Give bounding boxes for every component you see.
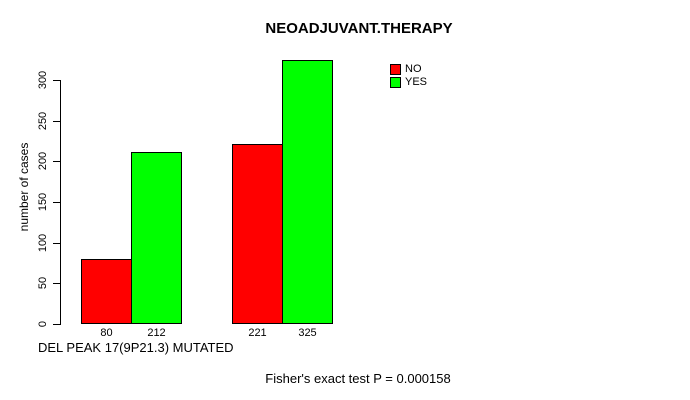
bar-value-label: 221 (248, 327, 267, 339)
y-axis-label: number of cases (17, 142, 31, 232)
bar-value-label: 325 (298, 327, 317, 339)
y-tick-label: 250 (37, 111, 49, 131)
legend-swatch-yes (390, 76, 401, 88)
legend-item-no: NO (390, 63, 427, 75)
y-tick-mark (53, 121, 60, 122)
y-tick-label: 200 (37, 151, 49, 171)
y-axis-line (60, 80, 61, 325)
legend-label-no: NO (405, 63, 422, 75)
y-tick-label: 100 (37, 233, 49, 253)
chart-title: NEOADJUVANT.THERAPY (265, 20, 453, 37)
legend-swatch-no (390, 63, 401, 75)
bar-value-label: 80 (100, 327, 113, 339)
bar-yes-group2 (282, 60, 333, 324)
bar-no-group1 (81, 259, 132, 324)
y-tick-label: 50 (37, 276, 49, 290)
legend-item-yes: YES (390, 76, 427, 88)
y-tick-label: 300 (37, 70, 49, 90)
bar-value-label: 212 (147, 327, 166, 339)
y-tick-mark (53, 202, 60, 203)
stat-annotation: Fisher's exact test P = 0.000158 (265, 371, 451, 386)
y-tick-label: 0 (37, 320, 49, 328)
y-tick-mark (53, 324, 60, 325)
y-tick-mark (53, 80, 60, 81)
y-tick-mark (53, 161, 60, 162)
bar-no-group2 (232, 144, 283, 324)
legend-label-yes: YES (405, 76, 428, 88)
x-axis-caption: DEL PEAK 17(9P21.3) MUTATED (38, 340, 234, 355)
y-tick-mark (53, 283, 60, 284)
y-tick-mark (53, 243, 60, 244)
bar-yes-group1 (131, 152, 182, 324)
y-tick-label: 150 (37, 192, 49, 212)
legend: NO YES (390, 63, 427, 89)
